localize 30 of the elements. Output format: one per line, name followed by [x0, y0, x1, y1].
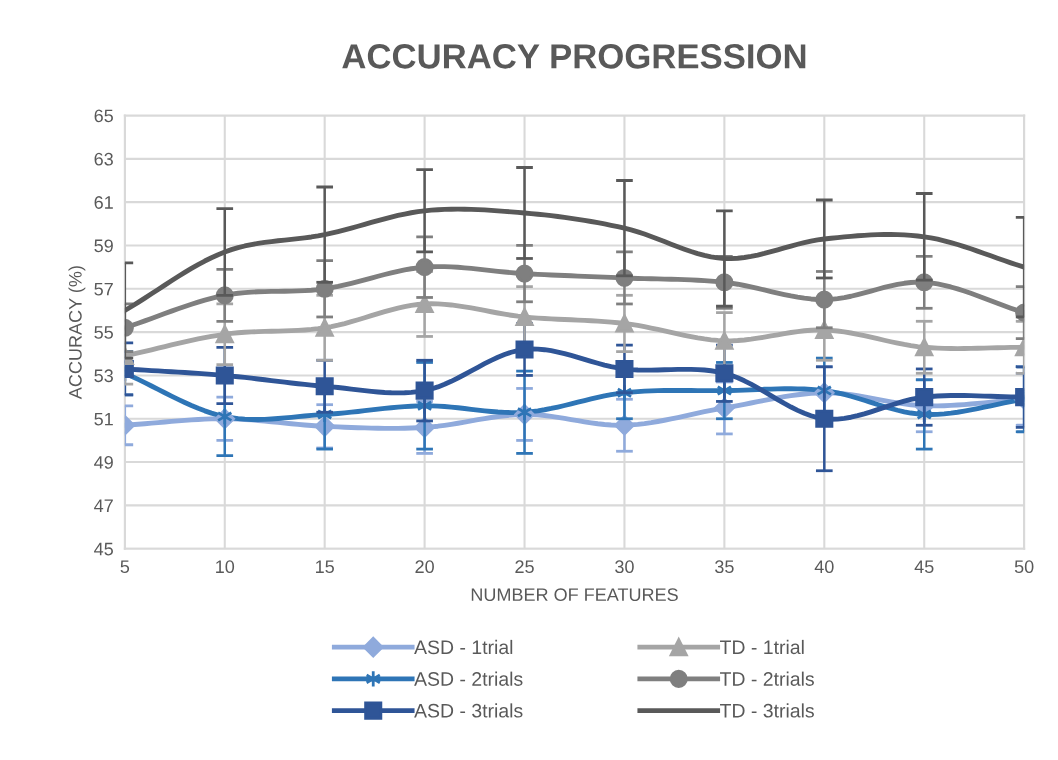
chart-title: ACCURACY PROGRESSION	[342, 44, 806, 69]
x-tick-label: 5	[120, 560, 130, 574]
x-tick-label: 15	[316, 560, 334, 574]
y-tick-label: 57	[94, 282, 113, 296]
y-tick-label: 61	[94, 196, 113, 209]
x-tick-label: 50	[1014, 560, 1034, 574]
y-tick-label: 65	[94, 109, 113, 123]
x-tick-label: 25	[515, 560, 534, 574]
x-tick-label: 35	[715, 560, 734, 574]
y-tick-label: 51	[94, 412, 113, 426]
legend-label: TD - 2trials	[720, 671, 814, 686]
y-tick-label: 53	[94, 369, 113, 383]
legend-label: ASD - 1trial	[414, 639, 513, 655]
y-tick-label: 49	[94, 456, 113, 469]
y-axis-title: ACCURACY (%)	[68, 266, 86, 400]
legend-label: TD - 1trial	[720, 639, 804, 655]
y-tick-label: 55	[94, 326, 113, 339]
legend-label: ASD - 3trials	[414, 703, 523, 718]
legend-label: ASD - 2trials	[414, 671, 523, 686]
y-tick-label: 63	[94, 152, 113, 166]
y-tick-label: 59	[94, 239, 113, 253]
y-tick-label: 45	[94, 542, 113, 556]
y-tick-label: 47	[94, 499, 113, 512]
x-tick-label: 45	[914, 560, 934, 574]
x-tick-label: 30	[615, 560, 634, 574]
legend-label: TD - 3trials	[720, 703, 814, 718]
x-tick-label: 20	[415, 560, 434, 574]
x-tick-label: 40	[814, 560, 834, 574]
x-axis-title: NUMBER OF FEATURES	[471, 588, 678, 602]
x-tick-label: 10	[216, 560, 235, 574]
